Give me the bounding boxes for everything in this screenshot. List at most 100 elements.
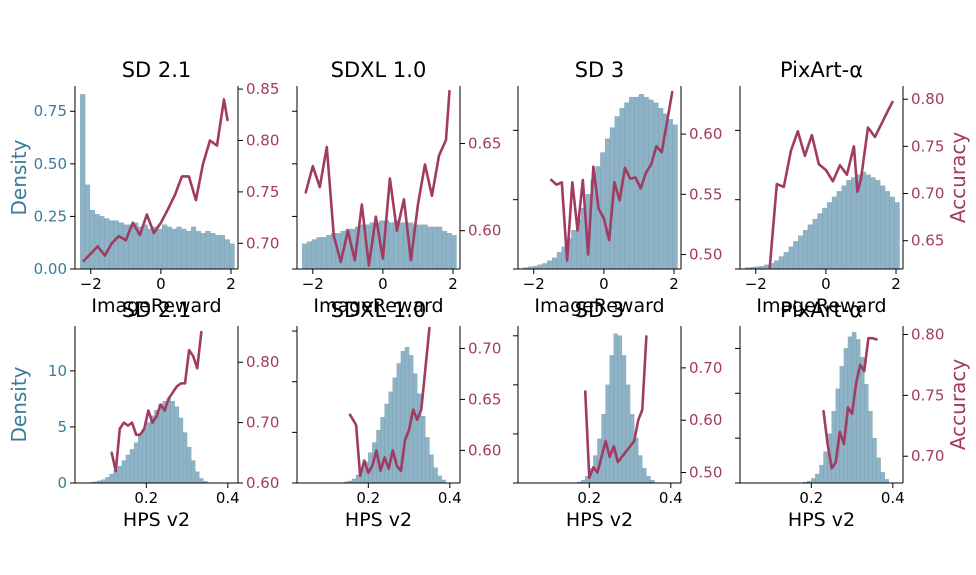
y-right-tick-label: 0.55: [689, 185, 722, 203]
histogram-bar: [432, 226, 438, 269]
x-tick-label: 2: [448, 275, 458, 293]
histogram-bar: [200, 233, 206, 269]
histogram-bar: [437, 475, 442, 483]
histogram-bar: [552, 257, 558, 269]
histogram-bar: [542, 263, 548, 269]
y-left-tick-label: 0: [57, 474, 67, 492]
accuracy-line: [550, 90, 674, 262]
histogram-bar: [860, 357, 865, 483]
histogram-bar: [171, 228, 177, 269]
histogram-bar: [380, 417, 385, 483]
accuracy-line: [768, 100, 894, 269]
histogram-bar: [421, 415, 426, 483]
panel-title: SD 2.1: [122, 298, 192, 322]
histogram-bar: [199, 478, 204, 483]
histogram-bar: [147, 228, 153, 269]
histogram-bar: [398, 222, 404, 269]
histogram-bar: [441, 479, 446, 483]
histogram-bar: [182, 432, 188, 483]
histogram-bar: [178, 417, 184, 483]
panel-title: SDXL 1.0: [331, 298, 427, 322]
x-axis-label: ImageReward: [91, 295, 221, 317]
histogram-bar: [793, 241, 799, 269]
x-tick-label: 0.4: [216, 489, 240, 507]
y-right-tick-label: 0.75: [246, 183, 279, 201]
histogram-bar: [104, 218, 110, 269]
x-axis-label: HPS v2: [566, 509, 633, 531]
histogram-bar: [125, 454, 131, 483]
x-axis-label: ImageReward: [313, 295, 443, 317]
accuracy-line: [822, 336, 878, 470]
histogram-bar: [186, 446, 192, 483]
histogram-bar: [643, 96, 649, 269]
histogram-bar: [186, 230, 192, 269]
histogram-bar: [831, 411, 836, 483]
panel-4: −2 0 2 0.65 0.70 0.75 0.80 PixArt-α ImageReward A…: [735, 58, 970, 317]
x-tick-label: 0.2: [577, 489, 601, 507]
y-right-tick-label: 0.75: [911, 137, 944, 155]
histogram-bar: [778, 256, 784, 269]
y-right-tick-label: 0.60: [689, 125, 722, 143]
histogram-bar: [101, 479, 106, 483]
histogram-bar: [162, 224, 168, 269]
histogram-bar: [836, 191, 842, 269]
y-right-tick-label: 0.70: [468, 339, 501, 357]
panel-2: −2 0 2 0.60 0.65 SDXL 1.0 ImageReward: [292, 58, 501, 317]
histogram-bar: [846, 180, 852, 269]
x-tick-label: 0: [821, 275, 831, 293]
y-right-tick-label: 0.70: [246, 414, 279, 432]
histogram: [523, 94, 678, 269]
histogram-bar: [166, 226, 172, 269]
panel-title: SDXL 1.0: [331, 58, 427, 82]
histogram-bar: [138, 435, 143, 483]
histogram-bar: [556, 252, 562, 269]
y-right-tick-label: 0.75: [911, 386, 944, 404]
histogram-bar: [547, 260, 553, 269]
panel-title: PixArt-α: [780, 298, 863, 322]
histogram-bar: [889, 196, 895, 269]
histogram-bar: [121, 460, 127, 483]
histogram-bar: [429, 454, 434, 483]
histogram-bar: [865, 174, 871, 269]
histogram-bar: [384, 403, 389, 483]
histogram-bar: [203, 481, 208, 483]
histogram: [89, 398, 208, 483]
y-right-tick-label: 0.65: [911, 232, 944, 250]
histogram-bar: [839, 366, 845, 483]
y-right-tick-label: 0.60: [246, 474, 279, 492]
histogram-bar: [629, 96, 635, 269]
y-left-tick-label: 10: [48, 362, 67, 380]
histogram-bar: [170, 400, 175, 483]
panel-title: SD 3: [575, 58, 625, 82]
accuracy-line: [348, 326, 431, 478]
y-right-tick-label: 0.65: [468, 135, 501, 153]
histogram-bar: [812, 218, 818, 269]
histogram-bar: [229, 243, 235, 269]
histogram-bar: [118, 222, 124, 269]
histogram-bar: [205, 230, 211, 269]
histogram: [803, 332, 889, 483]
histogram-bar: [638, 455, 643, 483]
histogram-bar: [646, 475, 651, 483]
histogram-bar: [427, 226, 433, 269]
histogram-bar: [190, 226, 197, 269]
x-tick-label: 0: [599, 275, 609, 293]
histogram-bar: [176, 226, 182, 269]
histogram-bar: [648, 99, 654, 269]
histogram-bar: [422, 224, 428, 269]
accuracy-line: [304, 89, 451, 267]
x-axis-label: HPS v2: [123, 509, 190, 531]
y-left-axis-label: Density: [7, 366, 31, 442]
y-left-tick-label: 0.50: [34, 155, 67, 173]
y-right-tick-label: 0.60: [689, 411, 722, 429]
histogram-bar: [880, 472, 885, 483]
y-left-tick-label: 0.75: [34, 102, 67, 120]
histogram-bar: [817, 213, 823, 269]
x-tick-label: −2: [302, 275, 324, 293]
y-right-tick-label: 0.70: [246, 234, 279, 252]
x-tick-label: 0.4: [438, 489, 462, 507]
y-left-tick-label: 5: [57, 418, 67, 436]
histogram-bar: [605, 384, 610, 483]
histogram-bar: [94, 214, 100, 269]
